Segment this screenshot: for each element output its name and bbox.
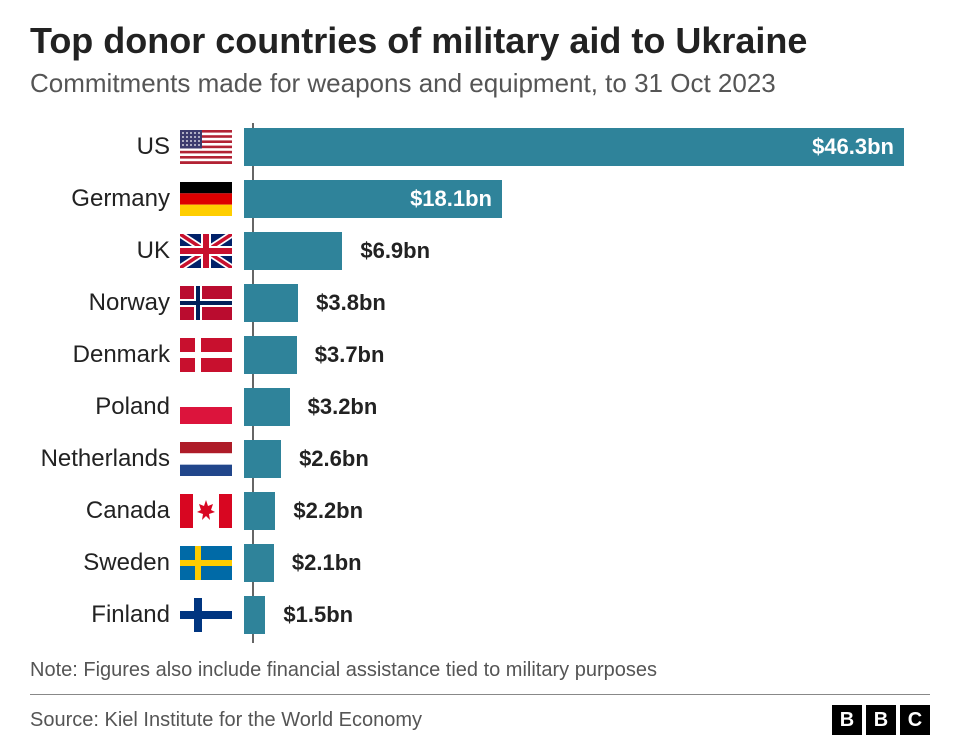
bar (244, 440, 281, 478)
bar-container: $46.3bn (242, 128, 930, 166)
bar (244, 336, 297, 374)
value-label: $2.6bn (299, 446, 369, 472)
bar-row: UK $6.9bn (40, 227, 930, 275)
bar-row: Netherlands $2.6bn (40, 435, 930, 483)
bar (244, 596, 265, 634)
flag-icon (180, 234, 232, 268)
country-label: Netherlands (40, 445, 180, 473)
country-label: UK (40, 237, 180, 265)
value-label: $18.1bn (410, 186, 492, 212)
country-label: Sweden (40, 549, 180, 577)
bar-container: $2.1bn (242, 544, 930, 582)
bar-row: Germany $18.1bn (40, 175, 930, 223)
bar: $46.3bn (244, 128, 904, 166)
flag-icon (180, 442, 232, 476)
country-label: Finland (40, 601, 180, 629)
bar-container: $18.1bn (242, 180, 930, 218)
bar (244, 388, 290, 426)
flag-icon (180, 494, 232, 528)
bbc-logo-letter: B (866, 705, 896, 735)
bar-container: $2.2bn (242, 492, 930, 530)
value-label: $6.9bn (360, 238, 430, 264)
flag-icon (180, 546, 232, 580)
flag-icon (180, 286, 232, 320)
bar: $18.1bn (244, 180, 502, 218)
bar-container: $3.2bn (242, 388, 930, 426)
bar-container: $2.6bn (242, 440, 930, 478)
value-label: $3.8bn (316, 290, 386, 316)
footer: Source: Kiel Institute for the World Eco… (30, 705, 930, 735)
flag-icon (180, 390, 232, 424)
value-label: $2.1bn (292, 550, 362, 576)
value-label: $2.2bn (293, 498, 363, 524)
value-label: $1.5bn (283, 602, 353, 628)
bar-row: US $46.3bn (40, 123, 930, 171)
country-label: US (40, 133, 180, 161)
bar-container: $6.9bn (242, 232, 930, 270)
bar-row: Canada $2.2bn (40, 487, 930, 535)
bar-container: $3.8bn (242, 284, 930, 322)
chart-note: Note: Figures also include financial ass… (30, 659, 930, 695)
flag-icon (180, 182, 232, 216)
country-label: Denmark (40, 341, 180, 369)
country-label: Poland (40, 393, 180, 421)
chart-subtitle: Commitments made for weapons and equipme… (30, 68, 930, 99)
bar-container: $3.7bn (242, 336, 930, 374)
bar-container: $1.5bn (242, 596, 930, 634)
flag-icon (180, 130, 232, 164)
bar (244, 492, 275, 530)
bar-row: Denmark $3.7bn (40, 331, 930, 379)
bbc-logo-letter: C (900, 705, 930, 735)
source-text: Source: Kiel Institute for the World Eco… (30, 709, 422, 732)
value-label: $46.3bn (812, 134, 894, 160)
bar-row: Norway $3.8bn (40, 279, 930, 327)
bar (244, 544, 274, 582)
country-label: Norway (40, 289, 180, 317)
bbc-logo: BBC (832, 705, 930, 735)
bar-row: Poland $3.2bn (40, 383, 930, 431)
country-label: Germany (40, 185, 180, 213)
flag-icon (180, 338, 232, 372)
bar (244, 232, 342, 270)
chart-title: Top donor countries of military aid to U… (30, 20, 930, 62)
bar-row: Finland $1.5bn (40, 591, 930, 639)
value-label: $3.2bn (308, 394, 378, 420)
bar-row: Sweden $2.1bn (40, 539, 930, 587)
value-label: $3.7bn (315, 342, 385, 368)
bar (244, 284, 298, 322)
flag-icon (180, 598, 232, 632)
bar-chart: US $46.3bn Germany $18.1bn (40, 123, 930, 639)
bbc-logo-letter: B (832, 705, 862, 735)
country-label: Canada (40, 497, 180, 525)
